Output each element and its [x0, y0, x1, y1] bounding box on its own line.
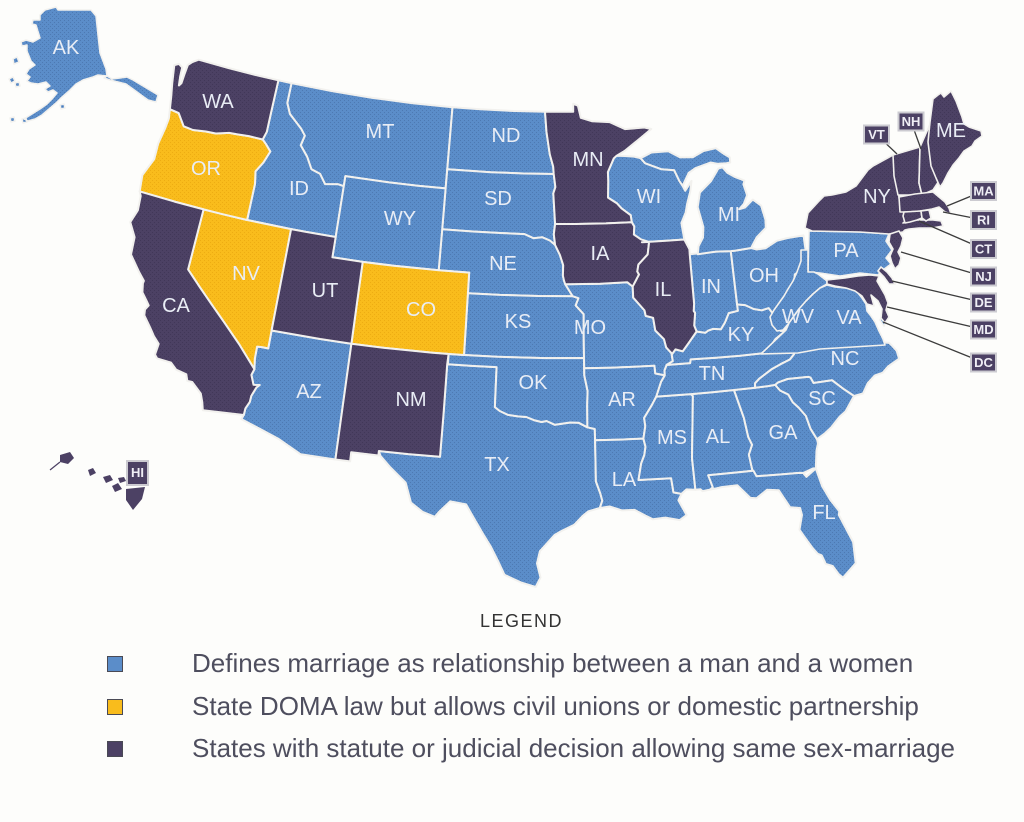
svg-text:KY: KY	[728, 324, 755, 346]
svg-text:OR: OR	[191, 158, 221, 180]
svg-text:ND: ND	[492, 125, 521, 147]
svg-text:UT: UT	[312, 280, 339, 302]
svg-text:NE: NE	[489, 253, 517, 275]
svg-text:TN: TN	[699, 363, 726, 385]
svg-text:DC: DC	[974, 355, 993, 370]
svg-text:MI: MI	[718, 204, 740, 226]
svg-text:OK: OK	[519, 372, 549, 394]
svg-text:DE: DE	[974, 295, 992, 310]
svg-text:IN: IN	[701, 276, 721, 298]
svg-text:LA: LA	[612, 469, 637, 491]
svg-text:IL: IL	[655, 279, 672, 301]
svg-text:NC: NC	[831, 348, 860, 370]
svg-text:WA: WA	[202, 91, 234, 113]
svg-text:MO: MO	[574, 317, 606, 339]
svg-text:WI: WI	[637, 186, 661, 208]
svg-text:AL: AL	[706, 426, 730, 448]
svg-text:ID: ID	[289, 178, 309, 200]
svg-text:FL: FL	[812, 502, 835, 524]
svg-text:NH: NH	[902, 114, 921, 129]
svg-text:MD: MD	[973, 322, 993, 337]
svg-text:NY: NY	[863, 186, 891, 208]
svg-text:CT: CT	[975, 242, 992, 257]
svg-text:OH: OH	[749, 265, 779, 287]
svg-text:KS: KS	[505, 311, 532, 333]
svg-text:MT: MT	[366, 121, 395, 143]
svg-text:MA: MA	[973, 184, 994, 199]
svg-text:SC: SC	[808, 388, 836, 410]
svg-text:PA: PA	[833, 240, 859, 262]
svg-text:HI: HI	[131, 465, 144, 480]
svg-text:ME: ME	[936, 120, 966, 142]
svg-text:GA: GA	[769, 422, 799, 444]
svg-text:AZ: AZ	[296, 381, 322, 403]
svg-text:NV: NV	[232, 263, 260, 285]
svg-text:VT: VT	[868, 127, 885, 142]
svg-text:NM: NM	[395, 389, 426, 411]
svg-text:TX: TX	[484, 454, 510, 476]
svg-text:CA: CA	[162, 295, 190, 317]
svg-text:WV: WV	[782, 306, 815, 328]
svg-text:SD: SD	[484, 188, 512, 210]
svg-text:MS: MS	[657, 427, 687, 449]
svg-text:VA: VA	[836, 307, 862, 329]
svg-text:NJ: NJ	[975, 269, 992, 284]
svg-text:IA: IA	[591, 243, 611, 265]
svg-text:AK: AK	[53, 37, 80, 59]
svg-text:MN: MN	[572, 149, 603, 171]
svg-text:WY: WY	[384, 208, 416, 230]
svg-text:AR: AR	[608, 389, 636, 411]
svg-text:RI: RI	[977, 213, 990, 228]
svg-text:CO: CO	[406, 299, 436, 321]
